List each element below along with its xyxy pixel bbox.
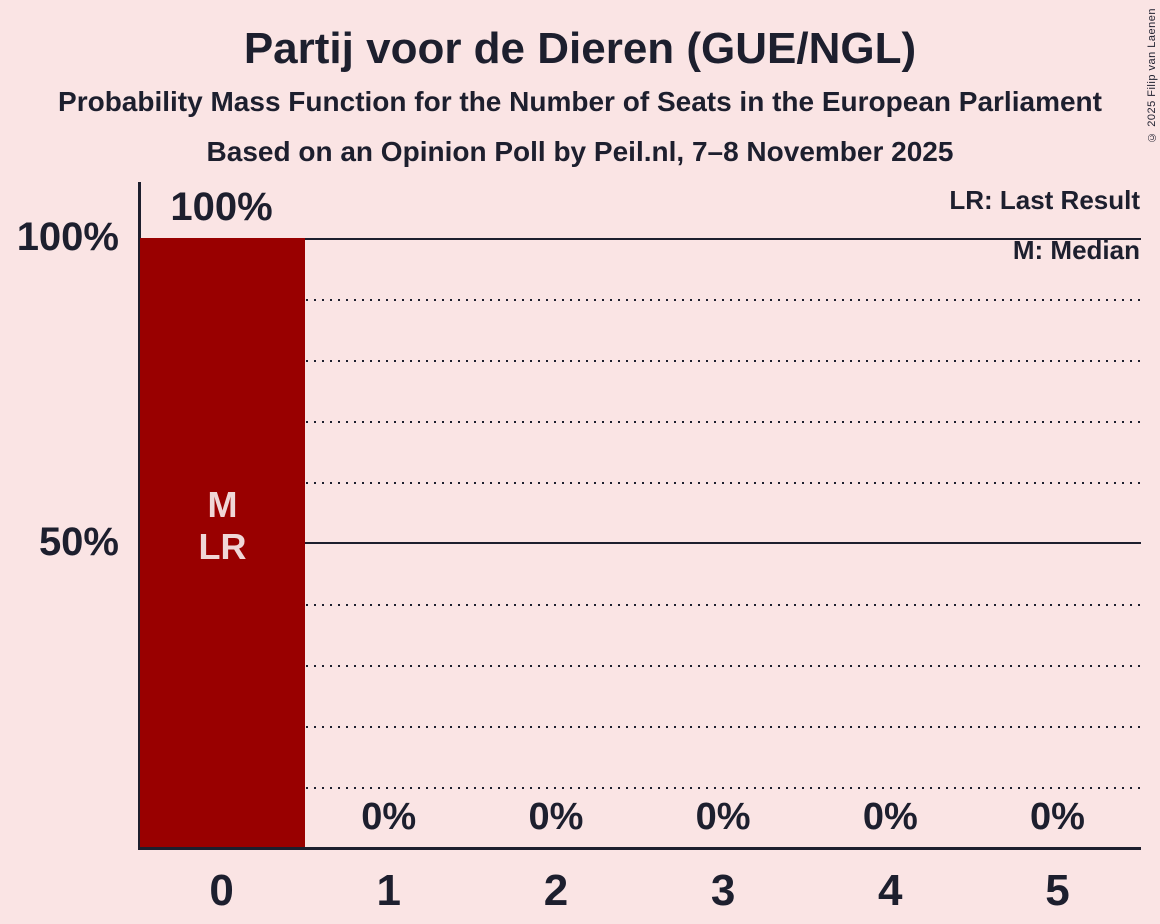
gridline-10pct <box>138 787 1141 789</box>
gridline-90pct <box>138 299 1141 301</box>
gridline-40pct <box>138 604 1141 606</box>
x-tick-1: 1 <box>376 866 401 915</box>
x-tick-4: 4 <box>878 866 903 915</box>
gridline-60pct <box>138 482 1141 484</box>
x-axis-tick-labels: 0 1 2 3 4 5 <box>138 869 1141 913</box>
legend-last-result: LR: Last Result <box>949 185 1140 215</box>
poll-source-subtitle: Based on an Opinion Poll by Peil.nl, 7–8… <box>206 136 954 167</box>
gridline-20pct <box>138 726 1141 728</box>
gridline-70pct <box>138 421 1141 423</box>
value-label-seat-0-placeholder <box>138 798 305 836</box>
y-axis-line <box>138 182 141 848</box>
value-label-seat-2: 0% <box>528 796 584 838</box>
gridline-80pct <box>138 360 1141 362</box>
gridline-50pct <box>138 542 1141 544</box>
chart-title: Partij voor de Dieren (GUE/NGL) <box>243 24 917 73</box>
legend-median: M: Median <box>1012 235 1140 265</box>
gridline-100pct <box>138 238 1141 240</box>
value-label-seat-4: 0% <box>862 796 918 838</box>
zero-probability-labels: 0% 0% 0% 0% 0% <box>138 798 1141 836</box>
x-tick-0: 0 <box>209 866 234 915</box>
y-axis-label-50: 50% <box>38 520 119 564</box>
value-label-seat-1: 0% <box>361 796 417 838</box>
value-label-seat-3: 0% <box>695 796 751 838</box>
last-result-marker: LR <box>198 526 247 567</box>
x-tick-2: 2 <box>543 866 569 915</box>
x-axis-line <box>138 847 1141 850</box>
x-tick-3: 3 <box>710 866 736 915</box>
chart-subtitle: Probability Mass Function for the Number… <box>58 86 1102 117</box>
bar-seat-0-value-label: 100% <box>170 185 273 229</box>
copyright-notice: © 2025 Filip van Laenen <box>1146 8 1158 143</box>
gridline-30pct <box>138 665 1141 667</box>
plot-area: M LR <box>138 238 1141 848</box>
y-axis-label-100: 100% <box>16 215 119 259</box>
median-marker: M <box>207 484 238 525</box>
x-tick-5: 5 <box>1045 866 1070 915</box>
bar-seat-0: M LR <box>140 238 305 848</box>
bar-median-lastresult-markers: M LR <box>140 484 305 568</box>
value-label-seat-5: 0% <box>1029 796 1085 838</box>
